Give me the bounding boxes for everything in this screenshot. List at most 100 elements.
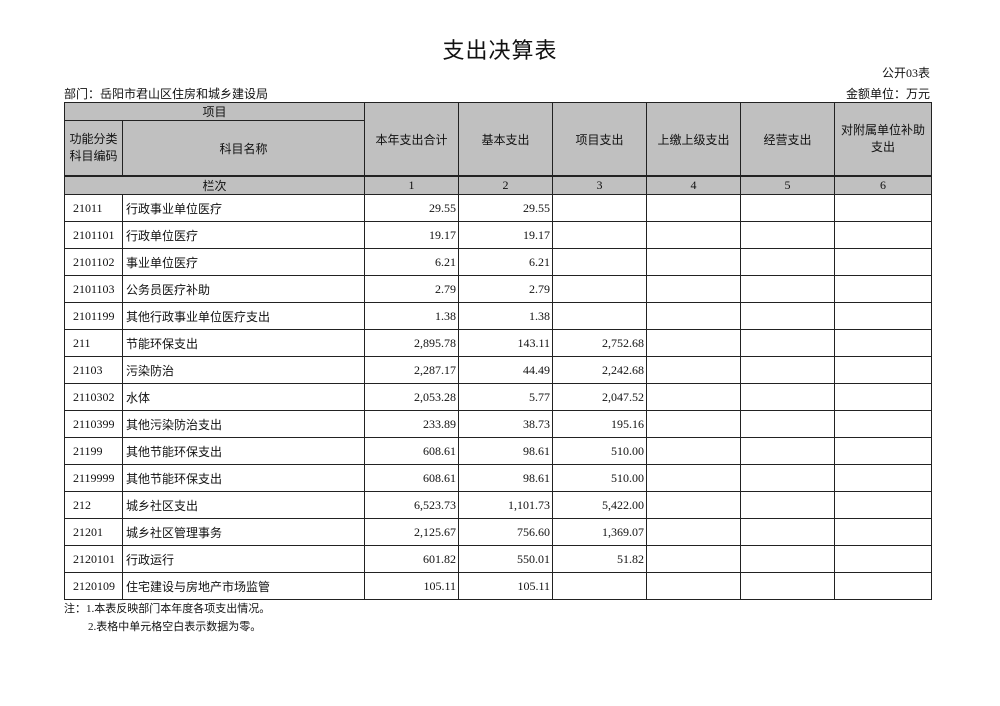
cell-code: 2110399 — [64, 410, 123, 438]
cell-name: 行政运行 — [121, 545, 366, 573]
index-3: 3 — [552, 175, 648, 195]
cell-col-6 — [834, 410, 933, 438]
cell-col-5 — [740, 248, 836, 276]
table-row: 21103 污染防治 2,287.17 44.49 2,242.68 — [64, 356, 933, 384]
cell-col-6 — [834, 518, 933, 546]
cell-col-4 — [646, 329, 742, 357]
cell-col-4 — [646, 383, 742, 411]
cell-name: 行政事业单位医疗 — [121, 194, 366, 222]
cell-code: 2101199 — [64, 302, 123, 330]
note-2: 2.表格中单元格空白表示数据为零。 — [88, 621, 262, 633]
cell-col-2: 1,101.73 — [458, 491, 554, 519]
cell-col-6 — [834, 221, 933, 249]
cell-col-1: 2,125.67 — [364, 518, 460, 546]
cell-col-5 — [740, 464, 836, 492]
table-row: 21199 其他节能环保支出 608.61 98.61 510.00 — [64, 437, 933, 465]
cell-col-1: 2.79 — [364, 275, 460, 303]
cell-code: 2101103 — [64, 275, 123, 303]
cell-name: 行政单位医疗 — [121, 221, 366, 249]
cell-code: 212 — [64, 491, 123, 519]
cell-col-3: 2,752.68 — [552, 329, 648, 357]
cell-col-5 — [740, 518, 836, 546]
cell-col-1: 601.82 — [364, 545, 460, 573]
header-col-5: 经营支出 — [740, 102, 836, 177]
cell-col-1: 29.55 — [364, 194, 460, 222]
cell-col-4 — [646, 437, 742, 465]
cell-col-6 — [834, 383, 933, 411]
cell-code: 21011 — [64, 194, 123, 222]
cell-col-3: 1,369.07 — [552, 518, 648, 546]
cell-col-1: 608.61 — [364, 437, 460, 465]
cell-col-2: 5.77 — [458, 383, 554, 411]
header-col-3: 项目支出 — [552, 102, 648, 177]
cell-code: 2119999 — [64, 464, 123, 492]
cell-col-2: 550.01 — [458, 545, 554, 573]
cell-col-5 — [740, 383, 836, 411]
header-col-2: 基本支出 — [458, 102, 554, 177]
notes: 注：1.本表反映部门本年度各项支出情况。 2.表格中单元格空白表示数据为零。 — [64, 600, 270, 636]
index-4: 4 — [646, 175, 742, 195]
cell-name: 污染防治 — [121, 356, 366, 384]
cell-col-5 — [740, 437, 836, 465]
index-label: 栏次 — [63, 175, 366, 195]
note-1: 注：1.本表反映部门本年度各项支出情况。 — [64, 603, 271, 615]
table-row: 2101101 行政单位医疗 19.17 19.17 — [64, 221, 933, 249]
cell-col-3: 195.16 — [552, 410, 648, 438]
table-row: 2120109 住宅建设与房地产市场监管 105.11 105.11 — [64, 572, 933, 600]
form-code: 公开03表 — [881, 66, 930, 80]
cell-code: 2110302 — [64, 383, 123, 411]
cell-col-4 — [646, 194, 742, 222]
index-2: 2 — [458, 175, 554, 195]
index-5: 5 — [740, 175, 836, 195]
table-row: 2101199 其他行政事业单位医疗支出 1.38 1.38 — [64, 302, 933, 330]
cell-col-4 — [646, 545, 742, 573]
cell-col-1: 6.21 — [364, 248, 460, 276]
cell-col-3 — [552, 248, 648, 276]
cell-col-2: 1.38 — [458, 302, 554, 330]
cell-name: 其他节能环保支出 — [121, 464, 366, 492]
cell-col-1: 2,287.17 — [364, 356, 460, 384]
cell-col-5 — [740, 194, 836, 222]
index-1: 1 — [364, 175, 460, 195]
table-row: 2101103 公务员医疗补助 2.79 2.79 — [64, 275, 933, 303]
cell-name: 其他行政事业单位医疗支出 — [121, 302, 366, 330]
cell-col-2: 6.21 — [458, 248, 554, 276]
cell-col-1: 105.11 — [364, 572, 460, 600]
cell-col-1: 608.61 — [364, 464, 460, 492]
cell-col-6 — [834, 572, 933, 600]
cell-name: 其他污染防治支出 — [121, 410, 366, 438]
cell-name: 城乡社区管理事务 — [121, 518, 366, 546]
unit-label: 金额单位：万元 — [845, 87, 930, 101]
cell-code: 2120101 — [64, 545, 123, 573]
table-row: 212 城乡社区支出 6,523.73 1,101.73 5,422.00 — [64, 491, 933, 519]
cell-col-2: 2.79 — [458, 275, 554, 303]
cell-col-3 — [552, 275, 648, 303]
cell-col-3: 510.00 — [552, 464, 648, 492]
cell-col-2: 19.17 — [458, 221, 554, 249]
cell-code: 2120109 — [64, 572, 123, 600]
cell-col-5 — [740, 572, 836, 600]
cell-col-2: 44.49 — [458, 356, 554, 384]
cell-col-6 — [834, 194, 933, 222]
cell-col-2: 143.11 — [458, 329, 554, 357]
cell-col-6 — [834, 356, 933, 384]
cell-name: 其他节能环保支出 — [121, 437, 366, 465]
cell-code: 211 — [64, 329, 123, 357]
cell-col-6 — [834, 545, 933, 573]
cell-col-3: 5,422.00 — [552, 491, 648, 519]
cell-col-6 — [834, 329, 933, 357]
table-row: 2110302 水体 2,053.28 5.77 2,047.52 — [64, 383, 933, 411]
cell-col-6 — [834, 248, 933, 276]
table-row: 21201 城乡社区管理事务 2,125.67 756.60 1,369.07 — [64, 518, 933, 546]
header-col-6: 对附属单位补助支出 — [834, 102, 933, 177]
department-label: 部门：岳阳市君山区住房和城乡建设局 — [64, 87, 269, 101]
table-row: 21011 行政事业单位医疗 29.55 29.55 — [64, 194, 933, 222]
cell-name: 住宅建设与房地产市场监管 — [121, 572, 366, 600]
cell-col-1: 19.17 — [364, 221, 460, 249]
table-row: 211 节能环保支出 2,895.78 143.11 2,752.68 — [64, 329, 933, 357]
header-col-4: 上缴上级支出 — [646, 102, 742, 177]
table-row: 2119999 其他节能环保支出 608.61 98.61 510.00 — [64, 464, 933, 492]
cell-col-3: 2,242.68 — [552, 356, 648, 384]
cell-col-5 — [740, 410, 836, 438]
cell-col-3: 510.00 — [552, 437, 648, 465]
